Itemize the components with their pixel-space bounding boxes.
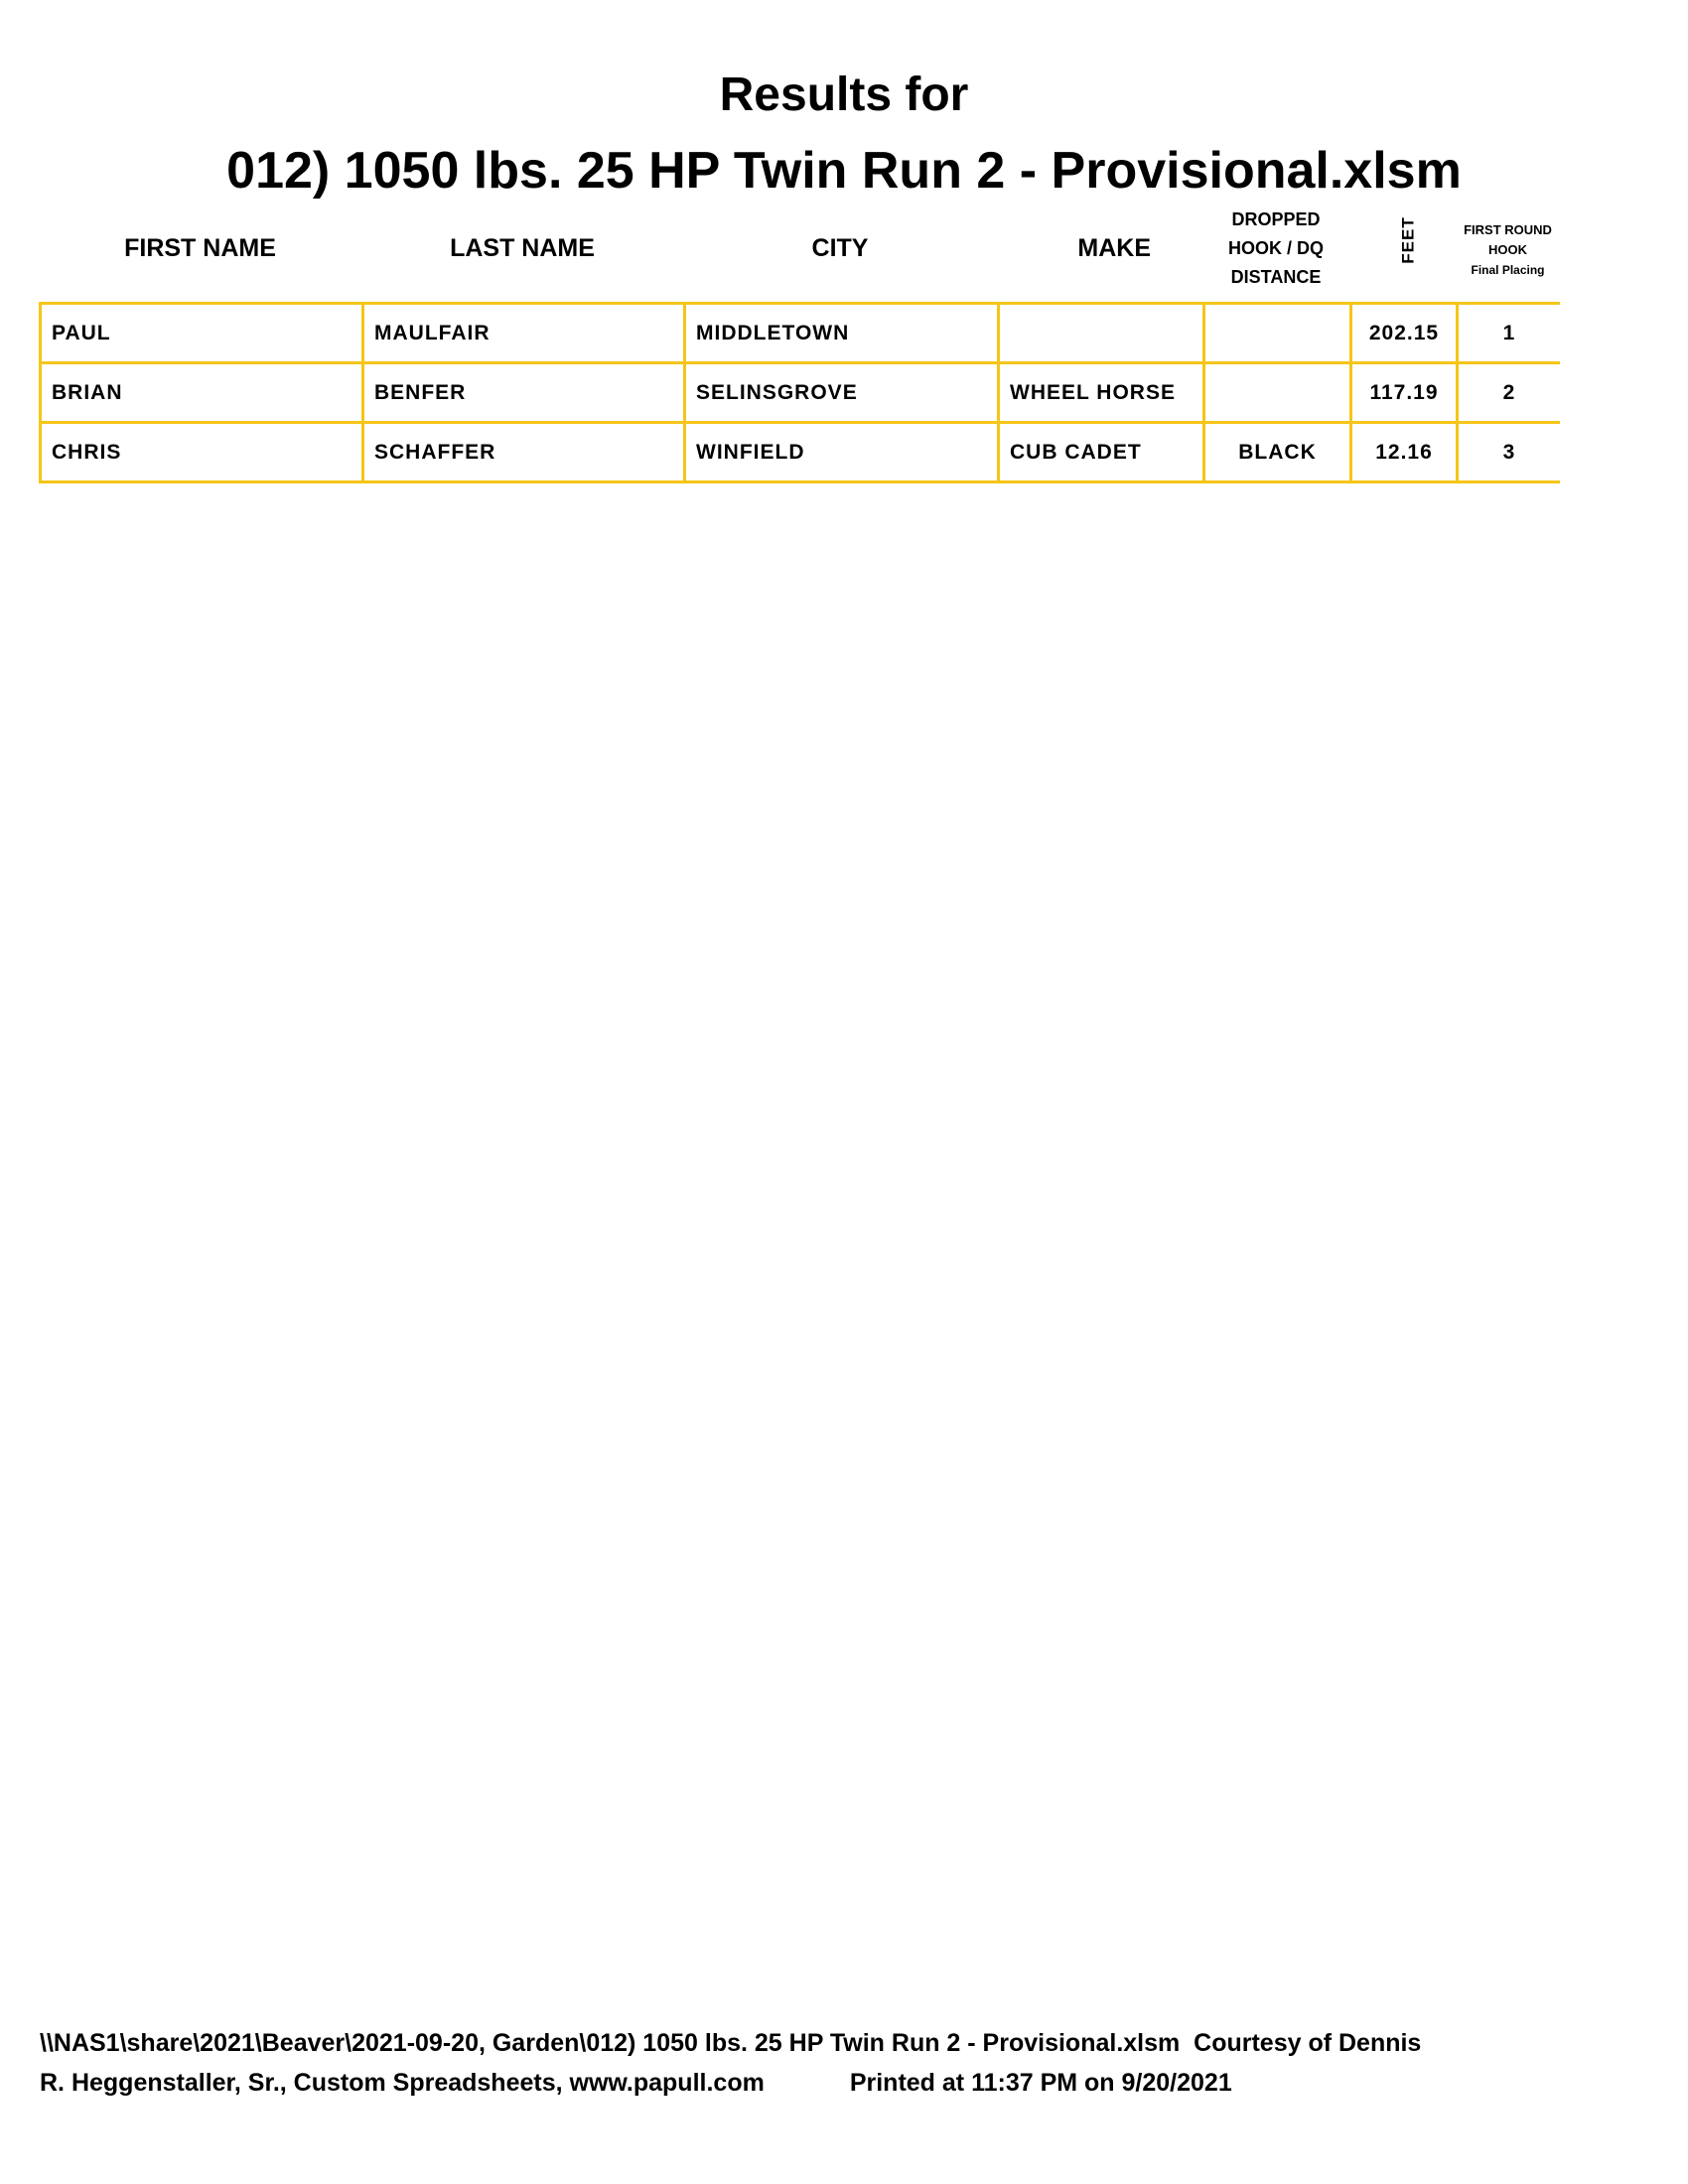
cell-make (997, 302, 1205, 364)
footer-printed: Printed at 11:37 PM on 9/20/2021 (849, 2069, 1232, 2097)
header-placing-l2: HOOK (1488, 242, 1527, 257)
cell-city: SELINSGROVE (683, 361, 1000, 424)
footer-line-2: R. Heggenstaller, Sr., Custom Spreadshee… (40, 2069, 1232, 2098)
header-make-label: MAKE (1077, 233, 1151, 262)
cell-last: MAULFAIR (361, 302, 686, 364)
header-placing-l1: FIRST ROUND (1464, 222, 1552, 237)
cell-dropped: BLACK (1202, 421, 1352, 483)
header-dropped-l2: HOOK / DQ (1227, 237, 1324, 258)
header-last-name: LAST NAME (450, 233, 595, 262)
cell-city: WINFIELD (683, 421, 1000, 483)
cell-first: PAUL (39, 302, 364, 364)
footer-line-1: \\NAS1\share\2021\Beaver\2021-09-20, Gar… (40, 2029, 1422, 2057)
table-row: CHRIS SCHAFFER WINFIELD CUB CADET BLACK 12.16… (39, 421, 1560, 483)
cell-dropped (1202, 361, 1352, 424)
cell-last: BENFER (361, 361, 686, 424)
header-city: CITY (811, 233, 869, 262)
header-placing: FIRST ROUND HOOK Final Placing (1456, 210, 1560, 290)
header-dropped-l1: DROPPED (1231, 208, 1321, 229)
cell-dropped (1202, 302, 1352, 364)
footer-credit: R. Heggenstaller, Sr., Custom Spreadshee… (40, 2069, 765, 2097)
header-first-name: FIRST NAME (124, 233, 276, 262)
cell-last: SCHAFFER (361, 421, 686, 483)
header-make: MAKE (997, 199, 1202, 298)
cell-feet: 202.15 (1349, 302, 1459, 364)
header-feet: FEET (1398, 216, 1418, 264)
cell-make: CUB CADET (997, 421, 1205, 483)
header-dropped-l3: DISTANCE (1230, 266, 1322, 287)
cell-first: BRIAN (39, 361, 364, 424)
cell-make: WHEEL HORSE (997, 361, 1205, 424)
cell-first: CHRIS (39, 421, 364, 483)
title-line-1: Results for (719, 68, 969, 121)
cell-place: 1 (1456, 302, 1560, 364)
cell-place: 2 (1456, 361, 1560, 424)
title-line-2: 012) 1050 lbs. 25 HP Twin Run 2 - Provis… (226, 142, 1462, 200)
cell-place: 3 (1456, 421, 1560, 483)
table-row: PAUL MAULFAIR MIDDLETOWN 202.15 1 (39, 302, 1560, 364)
results-table: PAUL MAULFAIR MIDDLETOWN 202.15 1 BRIAN BENFER… (39, 302, 1560, 483)
cell-city: MIDDLETOWN (683, 302, 1000, 364)
cell-feet: 117.19 (1349, 361, 1459, 424)
header-placing-l3: Final Placing (1471, 263, 1545, 277)
header-dropped: DROPPED HOOK / DQ DISTANCE (1202, 199, 1349, 298)
table-row: BRIAN BENFER SELINSGROVE WHEEL HORSE 117.19 2 (39, 361, 1560, 424)
cell-feet: 12.16 (1349, 421, 1459, 483)
